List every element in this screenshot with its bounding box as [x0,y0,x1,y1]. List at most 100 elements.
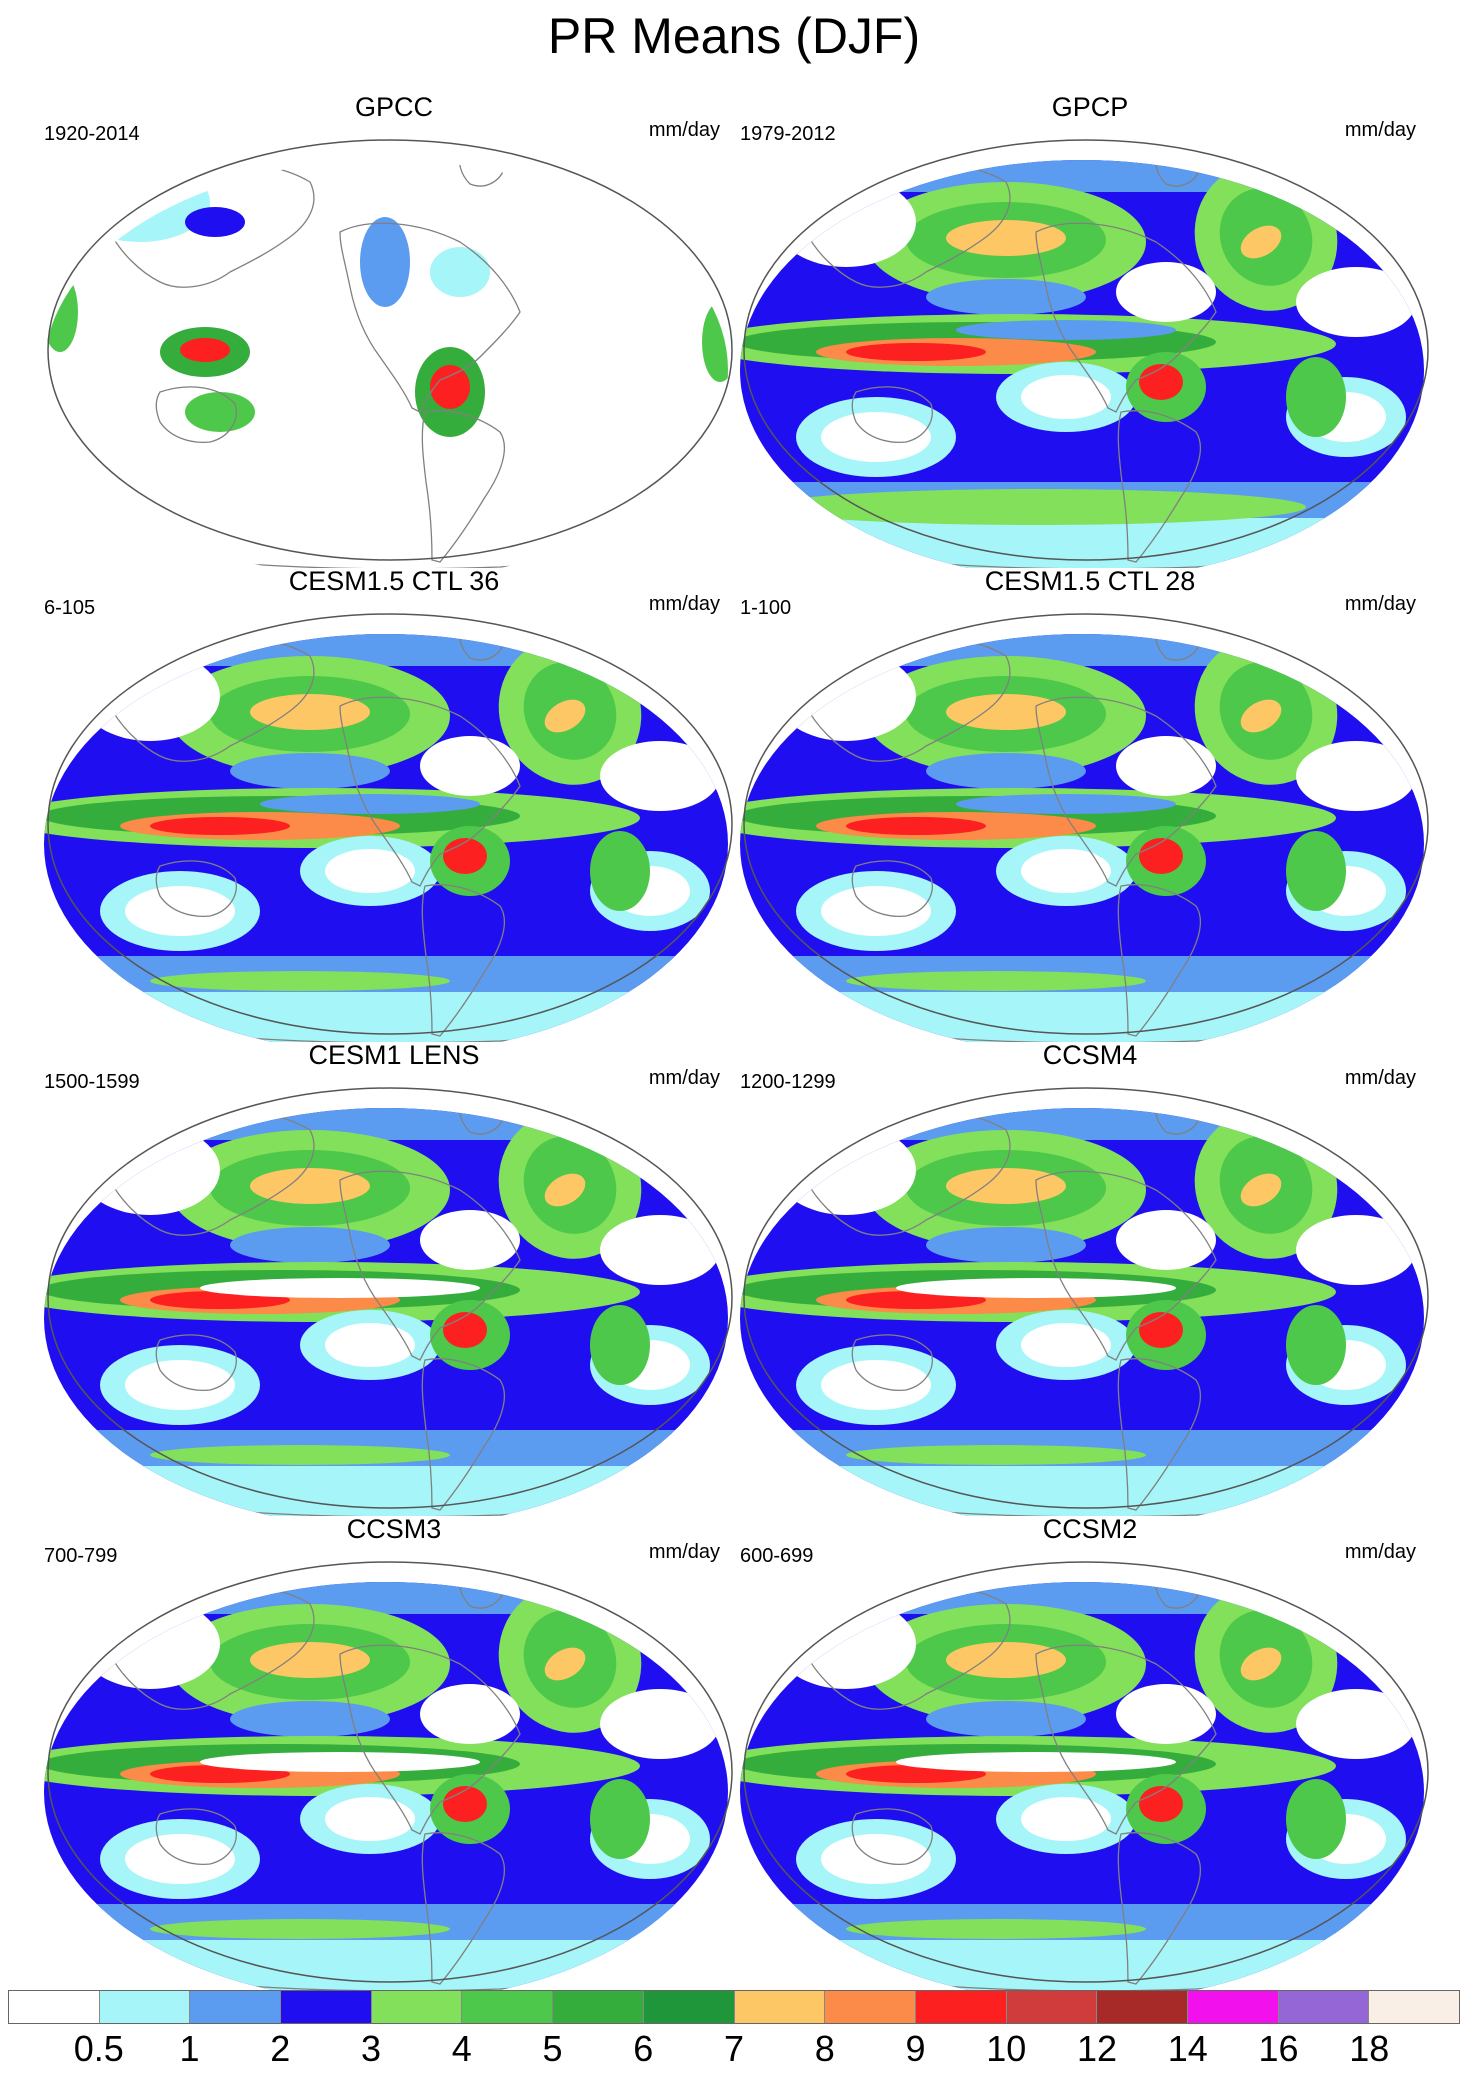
coastline-australia [851,1334,933,1391]
panel-period: 6-105 [44,597,96,619]
coastline-samerica [421,1832,505,1985]
legend-color-bar [8,1990,1460,2024]
subtropical-dry-north [926,753,1086,789]
panel-period: 1979-2012 [740,123,836,145]
panel-title: GPCC [354,92,433,122]
legend-swatch [1369,1991,1459,2023]
map-ccsm3 [44,1561,733,1990]
south-pacific-dry-core [325,1797,415,1841]
panel-title: CCSM2 [1042,1514,1138,1544]
map-border [47,139,733,561]
subtropical-dry-north [926,1701,1086,1737]
legend-swatch [9,1991,100,2023]
coastline-australia [155,1808,237,1865]
legend-tick-label: 14 [1167,2028,1208,2069]
coastline-namerica [339,1644,521,1835]
south-indian-dry-core [125,1834,235,1884]
north-atlantic-max [1240,225,1282,259]
legend-tick-label: 4 [451,2028,472,2069]
legend-swatch [462,1991,554,2023]
coastline-australia [155,860,237,917]
north-america-dry-region [1116,262,1216,322]
coastline-samerica [1117,1358,1201,1511]
legend-swatch [1006,1991,1098,2023]
north-america-dry-region [420,736,520,796]
north-africa-dry-region [1296,1215,1416,1285]
south-indian-dry-core [821,1834,931,1884]
north-pacific-max [946,1168,1066,1204]
map-border [47,1087,733,1509]
map-field-cesm15-ctl28 [740,634,1424,1042]
panel-period: 1500-1599 [44,1071,140,1093]
north-africa-dry-region [1296,267,1416,337]
south-indian-dry-core [821,1360,931,1410]
southern-africa-convection [1286,831,1346,911]
asia-dry-region [776,177,916,267]
asia-dry-region [776,1599,916,1689]
asia-light-precip [70,162,210,242]
panel-units: mm/day [648,119,720,141]
equatorial-dry-tongue [200,1752,480,1772]
legend-swatch [281,1991,372,2023]
legend-tick-label: 2 [270,2028,291,2069]
south-indian-dry-core [821,886,931,936]
map-ccsm2 [740,1561,1429,1990]
southern-storm-track [846,971,1146,991]
south-pacific-dry-core [325,1323,415,1367]
north-atlantic-max [544,1647,586,1681]
panel-units: mm/day [648,1541,720,1563]
coastline-australia [155,386,237,443]
coastline-greenland [458,1108,506,1135]
asia-dry-region [80,1599,220,1689]
asia-dry-region [80,651,220,741]
amazon-max [443,1786,487,1822]
north-atlantic-max [544,699,586,733]
panel-title: CESM1.5 CTL 36 [288,566,500,596]
southern-storm-track [150,971,450,991]
panel-period: 1200-1299 [740,1071,836,1093]
legend-swatch [734,1991,826,2023]
coastline-samerica [421,1358,505,1511]
map-field-cesm15-ctl36 [44,634,728,1042]
north-africa-dry-region [600,1215,720,1285]
northern-high-latitude-band [740,160,1424,192]
amazon-max [1139,1312,1183,1348]
map-border [743,613,1429,1035]
coastline-namerica [1035,1644,1217,1835]
north-atlantic-max [1240,1173,1282,1207]
southern-storm-track [150,1919,450,1939]
legend-swatch [915,1991,1007,2023]
legend-tick-label: 12 [1076,2028,1118,2069]
coastline-samerica [1117,1832,1201,1985]
coastline-namerica [339,222,521,413]
legend-tick-label: 18 [1349,2028,1390,2069]
amazon-max [1139,838,1183,874]
map-field-ccsm4 [740,1108,1424,1516]
southern-africa-convection [590,1305,650,1385]
north-australia-precip [185,392,255,432]
coastline-greenland [1154,634,1202,661]
south-pacific-dry-core [1021,375,1111,419]
map-gpcp [740,139,1429,568]
south-indian-dry-core [125,886,235,936]
map-border [743,1561,1429,1983]
coastline-namerica [1035,1170,1217,1361]
subtropical-dry-north [926,1227,1086,1263]
coastline-australia [155,1334,237,1391]
warm-pool-max [846,343,986,361]
north-africa-dry-region [1296,741,1416,811]
panel-units: mm/day [1344,1541,1416,1563]
warm-pool-max [150,817,290,835]
legend-swatch [643,1991,735,2023]
southern-storm-track [846,1445,1146,1465]
subtropical-dry-north [230,1227,390,1263]
legend-tick-label: 8 [814,2028,835,2069]
legend-tick-label: 7 [723,2028,745,2069]
coastline-greenland [1154,1582,1202,1609]
southern-africa-convection [1286,1779,1346,1859]
north-pacific-max [946,220,1066,256]
legend-labels: 0.5 1 2 3 4 5 6 7 8 9 10 12 14 16 18 [8,2026,1460,2074]
panel-title: CCSM3 [346,1514,442,1544]
map-field-gpcc [44,160,728,568]
maritime-continent-max [180,338,230,362]
